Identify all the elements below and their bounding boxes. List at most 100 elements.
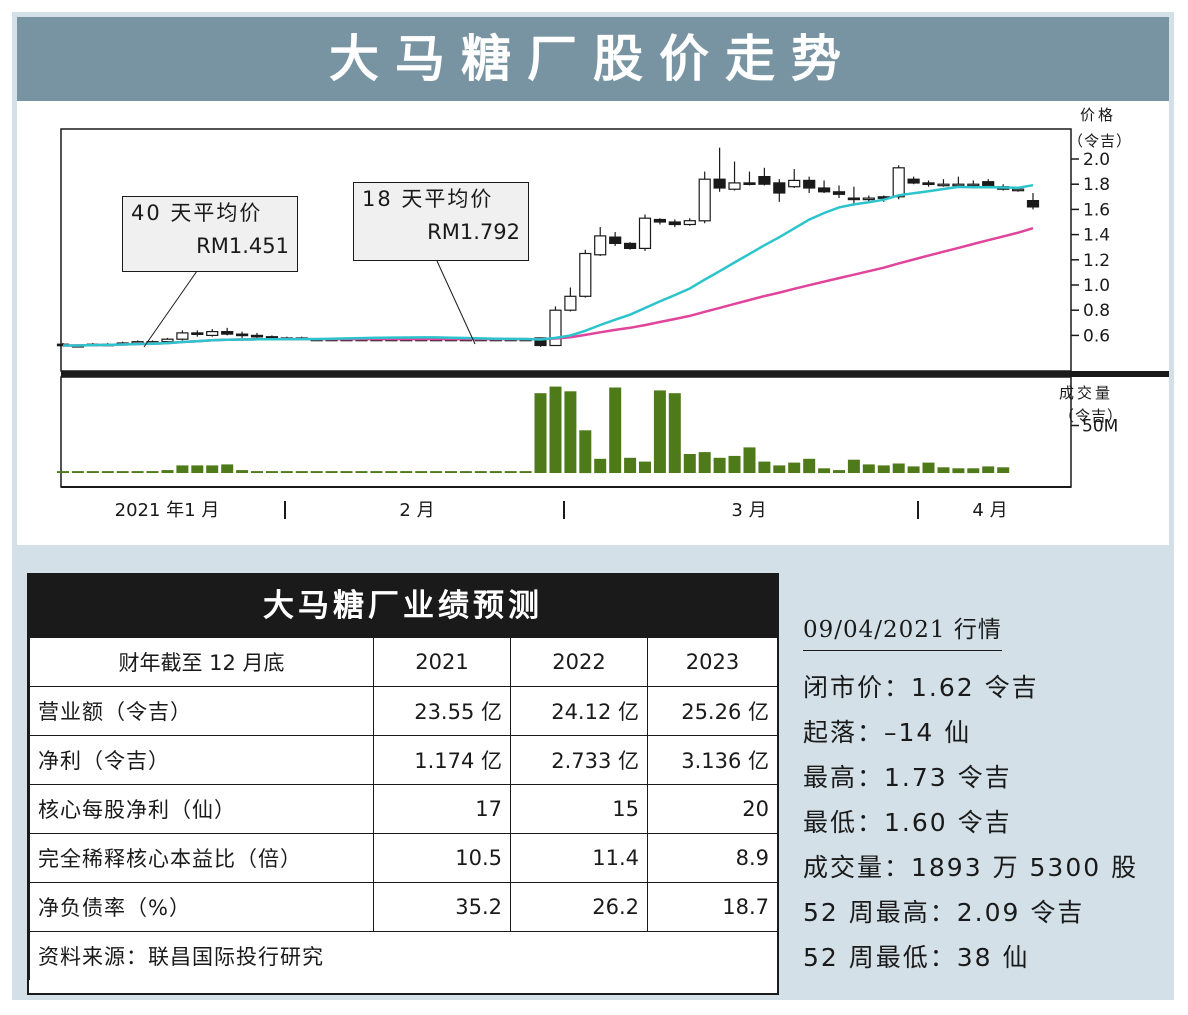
cell-2023: 3.136 亿 — [647, 735, 778, 785]
candle-body — [922, 182, 935, 186]
volume-bar — [86, 471, 99, 473]
price-tick-label: 1.6 — [1083, 200, 1110, 220]
volume-bar — [937, 467, 950, 473]
volume-bar — [579, 430, 592, 474]
ma40-callout-value: RM1.451 — [196, 234, 289, 258]
volume-bar — [251, 471, 263, 473]
candle-body — [698, 178, 711, 222]
cell-2022: 2.733 亿 — [510, 735, 648, 785]
candle-body — [549, 309, 562, 347]
volume-bar — [713, 457, 726, 473]
x-label-apr: 4 月 — [972, 500, 1007, 521]
panel-divider — [61, 371, 1169, 377]
ma40-callout: 40 天平均价 RM1.451 — [122, 196, 298, 272]
candle-body — [609, 236, 622, 245]
volume-axis-label-line2: （令吉） — [1059, 407, 1123, 425]
volume-bar — [877, 465, 890, 473]
volume-axis: 50M — [1071, 417, 1118, 437]
candle — [206, 329, 219, 337]
candle — [1026, 193, 1040, 210]
candle — [713, 147, 726, 192]
candle-body — [653, 218, 667, 223]
volume-bar — [489, 471, 502, 473]
volume-bar — [206, 465, 219, 473]
forecast-title: 大马糖厂业绩预测 — [29, 575, 777, 637]
candle-body — [683, 220, 696, 226]
candle — [773, 179, 786, 202]
candle — [638, 214, 652, 251]
cell-2021: 1.174 亿 — [373, 735, 511, 785]
candle-body — [638, 217, 652, 249]
candle — [728, 161, 741, 191]
volume-bar — [549, 386, 562, 473]
volume-bar — [788, 462, 801, 473]
candle — [847, 186, 861, 206]
volume-bar — [818, 468, 831, 474]
ma40-callout-label: 40 天平均价 — [131, 201, 263, 225]
candle-body — [623, 242, 637, 249]
ma18-callout: 18 天平均价 RM1.792 — [353, 182, 529, 261]
volume-bar — [624, 457, 637, 473]
volume-bar — [445, 471, 457, 473]
volume-tick-label: 50M — [1082, 417, 1118, 437]
table-row: 营业额（令吉） 23.55 亿 24.12 亿 25.26 亿 — [29, 686, 778, 736]
volume-bar — [400, 471, 413, 473]
candle — [952, 176, 965, 187]
volume-bar — [728, 455, 741, 473]
candle-body — [832, 191, 846, 195]
table-header-row: 财年截至 12 月底 2021 2022 2023 — [29, 637, 778, 687]
candle-body — [817, 187, 831, 193]
cell-2023: 18.7 — [647, 882, 778, 932]
candle-body — [803, 179, 816, 189]
volume-bar — [833, 470, 845, 473]
candle — [788, 169, 801, 188]
candle-body — [191, 332, 204, 335]
volume-bar — [474, 471, 487, 473]
volume-bar — [385, 471, 398, 473]
candle — [161, 337, 174, 343]
candle-body — [847, 197, 861, 201]
ma18-callout-value: RM1.792 — [427, 220, 520, 244]
ma18-line — [63, 183, 1034, 347]
candle — [698, 171, 711, 224]
volume-bar — [57, 471, 69, 473]
forecast-table: 财年截至 12 月底 2021 2022 2023 营业额（令吉） 23.55 … — [29, 637, 778, 980]
row-label: 核心每股净利（仙） — [29, 784, 374, 834]
market-info: 09/04/2021 行情 闭市价：1.62 令吉 起落：–14 仙 最高：1.… — [803, 610, 1173, 980]
volume-bar — [967, 468, 980, 474]
candle — [236, 331, 249, 338]
volume-bar — [221, 464, 234, 473]
stock-chart-panel: 0.6 0.8 1.0 1.2 1.4 1.6 1.8 2.0 50M 价格 （令吉） 成交量… — [17, 101, 1169, 545]
market-lines: 闭市价：1.62 令吉 起落：–14 仙 最高：1.73 令吉 最低：1.60 … — [803, 665, 1173, 980]
candle-body — [564, 295, 577, 311]
candle — [803, 176, 816, 194]
closing-price: 闭市价：1.62 令吉 — [803, 673, 1039, 702]
volume-bar — [430, 471, 443, 473]
volume-bar — [71, 471, 84, 473]
cell-2021: 23.55 亿 — [373, 686, 511, 736]
volume-bar — [653, 390, 666, 473]
volume-bar — [668, 393, 681, 473]
candle-body — [728, 182, 741, 190]
volume-bar — [594, 458, 607, 474]
candle — [609, 232, 622, 246]
forecast-table-box: 大马糖厂业绩预测 财年截至 12 月底 2021 2022 2023 营业额（令… — [27, 573, 779, 995]
candle — [937, 179, 950, 187]
candle-body — [579, 252, 592, 297]
price-tick-label: 2.0 — [1083, 150, 1110, 170]
row-label: 净利（令吉） — [29, 735, 374, 785]
candle-body — [773, 182, 786, 194]
source-row: 资料来源：联昌国际投行研究 — [29, 931, 778, 980]
volume-bars — [57, 386, 1010, 474]
candle — [176, 330, 189, 341]
cell-2021: 17 — [373, 784, 511, 834]
chart-title: 大马糖厂股价走势 — [17, 17, 1169, 101]
header-cell: 财年截至 12 月底 — [29, 637, 374, 687]
price-tick-label: 1.0 — [1083, 276, 1110, 296]
volume-bar — [370, 471, 383, 473]
volume-bar — [519, 471, 532, 473]
volume-bar — [907, 466, 920, 473]
week52-high: 52 周最高：2.09 令吉 — [803, 898, 1085, 927]
candle — [743, 171, 756, 186]
cell-2023: 20 — [647, 784, 778, 834]
